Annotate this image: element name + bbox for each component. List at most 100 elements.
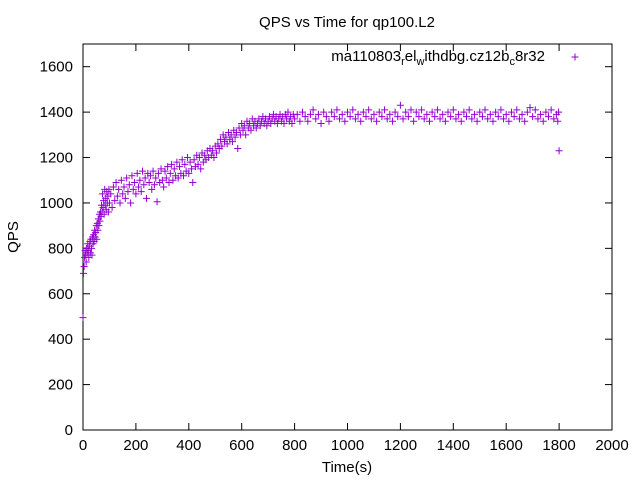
data-point xyxy=(135,183,143,191)
data-point xyxy=(174,174,182,182)
data-point xyxy=(116,199,124,207)
data-point xyxy=(452,115,460,123)
data-point xyxy=(439,110,447,118)
data-point xyxy=(150,181,158,189)
data-point xyxy=(515,115,523,123)
data-point xyxy=(231,133,239,141)
data-point xyxy=(107,190,115,198)
data-point xyxy=(141,174,149,182)
data-point xyxy=(82,258,90,266)
data-point xyxy=(510,113,518,121)
data-point xyxy=(80,263,88,271)
data-point xyxy=(180,172,188,180)
y-axis-label: QPS xyxy=(5,221,22,253)
y-tick-label: 800 xyxy=(48,240,73,257)
data-point xyxy=(291,115,299,123)
data-point xyxy=(388,117,396,125)
data-point xyxy=(507,108,515,116)
data-point xyxy=(537,110,545,118)
data-point xyxy=(304,117,312,125)
data-point xyxy=(124,188,132,196)
data-point xyxy=(173,158,181,166)
data-point xyxy=(235,124,243,132)
axis-tick-labels: 0 200 400 600 800 1000 1200 1400 1600 1800 2000 0 20… xyxy=(40,59,629,454)
data-point xyxy=(168,160,176,168)
data-point xyxy=(121,194,129,202)
data-point xyxy=(534,115,542,123)
data-point xyxy=(119,190,127,198)
data-point xyxy=(317,119,325,127)
data-point xyxy=(301,113,309,121)
data-point xyxy=(133,169,141,177)
data-point xyxy=(170,165,178,173)
data-point xyxy=(404,113,412,121)
data-point xyxy=(79,314,87,322)
data-point xyxy=(545,113,553,121)
data-point xyxy=(123,174,131,182)
data-point xyxy=(240,122,248,130)
data-point xyxy=(186,158,194,166)
legend-plus-mark xyxy=(571,53,579,61)
data-point xyxy=(148,185,156,193)
data-point xyxy=(354,110,362,118)
data-point xyxy=(554,117,562,125)
data-point xyxy=(273,119,281,127)
data-point xyxy=(547,106,555,114)
data-point xyxy=(201,151,209,159)
data-point xyxy=(99,190,107,198)
data-point xyxy=(246,119,254,127)
data-point xyxy=(120,183,128,191)
x-tick-label: 1400 xyxy=(437,437,470,454)
data-point xyxy=(423,110,431,118)
data-point xyxy=(137,188,145,196)
y-tick-label: 600 xyxy=(48,286,73,303)
data-point xyxy=(113,192,121,200)
y-tick-label: 1000 xyxy=(40,195,73,212)
data-point xyxy=(362,113,370,121)
data-point xyxy=(210,154,218,162)
x-axis-label: Time(s) xyxy=(322,459,372,476)
y-tick-label: 1400 xyxy=(40,104,73,121)
data-point xyxy=(328,108,336,116)
x-tick-label: 600 xyxy=(229,437,254,454)
data-point xyxy=(164,163,172,171)
data-point xyxy=(531,106,539,114)
data-point xyxy=(160,183,168,191)
data-point xyxy=(194,160,202,168)
data-point xyxy=(183,154,191,162)
x-tick-label: 400 xyxy=(176,437,201,454)
legend-marker-plus-icon xyxy=(571,53,579,61)
data-point xyxy=(338,110,346,118)
data-point xyxy=(494,113,502,121)
data-point xyxy=(288,119,296,127)
data-point xyxy=(128,172,136,180)
data-point xyxy=(129,185,137,193)
data-point xyxy=(497,106,505,114)
legend-part: ithdbg.cz12b xyxy=(424,48,509,65)
data-point xyxy=(112,179,120,187)
axis-ticks xyxy=(82,44,613,431)
legend-part: el xyxy=(405,48,417,65)
data-point xyxy=(94,226,102,234)
data-point xyxy=(333,106,341,114)
data-point xyxy=(178,156,186,164)
data-point xyxy=(223,140,231,148)
data-point xyxy=(468,115,476,123)
data-point xyxy=(428,108,436,116)
data-point xyxy=(436,115,444,123)
legend-part: r xyxy=(401,56,405,68)
data-point xyxy=(500,115,508,123)
data-point xyxy=(431,113,439,121)
data-point xyxy=(314,110,322,118)
x-tick-label: 800 xyxy=(282,437,307,454)
data-point xyxy=(280,119,288,127)
legend-part: w xyxy=(415,56,424,68)
data-point xyxy=(555,108,563,116)
data-point xyxy=(346,113,354,121)
data-point xyxy=(344,108,351,116)
data-point xyxy=(256,122,264,130)
data-point xyxy=(463,113,471,121)
data-point xyxy=(370,110,378,118)
data-point xyxy=(152,174,160,182)
data-point xyxy=(242,131,250,139)
